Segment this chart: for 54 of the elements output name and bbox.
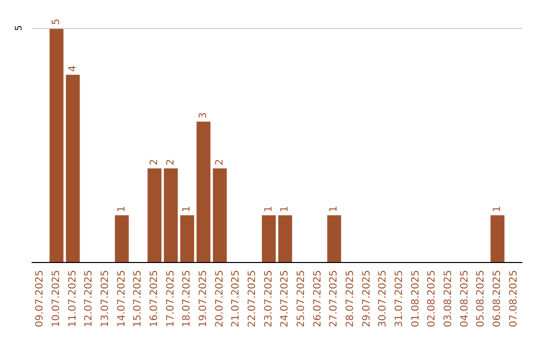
x-tick-label: 19.07.2025: [198, 270, 209, 328]
bar: [50, 28, 64, 262]
x-tick-label: 30.07.2025: [378, 270, 389, 328]
x-tick-label: 03.08.2025: [443, 270, 454, 328]
x-tick-label: 18.07.2025: [182, 270, 193, 328]
x-tick-label: 28.07.2025: [345, 270, 356, 328]
data-label: 1: [182, 206, 193, 212]
x-tick-label: 20.07.2025: [214, 270, 226, 328]
bar: [278, 215, 292, 262]
x-tick-label: 01.08.2025: [410, 270, 422, 328]
data-label: 4: [67, 65, 78, 72]
bar: [490, 215, 504, 262]
x-tick-label: 16.07.2025: [149, 270, 160, 328]
data-label: 1: [116, 206, 128, 212]
x-tick-label: 13.07.2025: [100, 270, 111, 328]
bar: [196, 122, 210, 262]
x-tick-label: 10.07.2025: [51, 270, 62, 328]
x-tick-label: 27.07.2025: [328, 270, 340, 328]
x-tick-label: 22.07.2025: [247, 270, 258, 328]
data-label: 1: [492, 206, 503, 212]
x-tick-label: 05.08.2025: [476, 270, 487, 328]
bar: [66, 74, 80, 262]
x-tick-label: 12.07.2025: [84, 270, 95, 328]
data-label: 2: [149, 159, 160, 166]
x-tick-label: 21.07.2025: [230, 270, 242, 328]
data-label: 2: [165, 159, 176, 166]
data-label: 1: [280, 206, 291, 212]
x-tick-label: 29.07.2025: [361, 270, 372, 328]
data-label: 5: [51, 18, 62, 25]
data-label: 1: [263, 206, 274, 212]
bar: [180, 215, 194, 262]
bar: [148, 168, 162, 262]
data-label: 2: [214, 159, 226, 166]
x-tick-label: 02.08.2025: [426, 270, 438, 328]
x-tick-label: 17.07.2025: [165, 270, 176, 328]
x-tick-label: 15.07.2025: [132, 270, 144, 328]
x-tick-label: 06.08.2025: [492, 270, 503, 328]
x-tick-label: 11.07.2025: [67, 270, 78, 328]
x-tick-label: 07.08.2025: [508, 270, 520, 328]
x-tick-label: 04.08.2025: [459, 270, 470, 328]
x-tick-label: 31.07.2025: [394, 270, 405, 328]
x-tick-label: 24.07.2025: [280, 270, 291, 328]
x-tick-label: 09.07.2025: [34, 270, 46, 328]
x-tick-label: 23.07.2025: [263, 270, 274, 328]
bar: [262, 215, 276, 262]
bar: [114, 215, 129, 262]
bar: [327, 215, 342, 262]
x-tick-label: 26.07.2025: [312, 270, 324, 328]
x-tick-label: 14.07.2025: [116, 270, 128, 328]
bar: [164, 168, 178, 262]
bar: [212, 168, 227, 262]
data-label: 1: [328, 206, 340, 212]
data-label: 3: [198, 112, 209, 119]
x-tick-label: 25.07.2025: [296, 270, 307, 328]
